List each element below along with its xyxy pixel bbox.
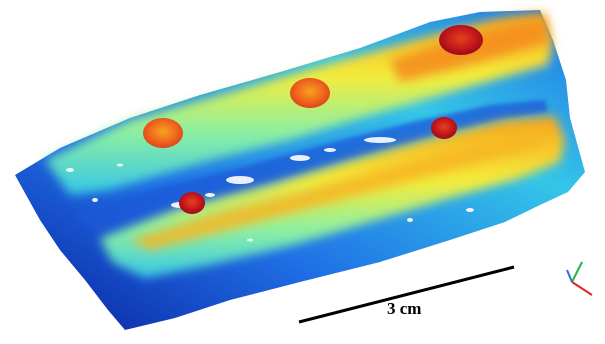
axis-x [571,281,593,296]
bump-upper-left [143,118,183,148]
axis-z [566,269,573,283]
bump-lower-left [179,192,205,214]
scale-bar-label: 3 cm [387,299,422,318]
bump-upper-middle [290,78,330,108]
axis-triad [566,261,593,296]
axis-y [571,261,583,283]
bump-upper-right [439,25,483,55]
bump-lower-right [431,117,457,139]
scale-bar [298,265,515,324]
lower-ridge-crest [130,132,545,250]
